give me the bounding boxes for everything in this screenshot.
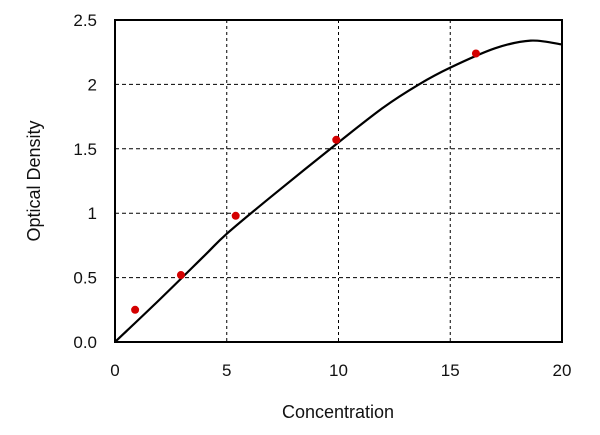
data-points [131, 49, 480, 314]
y-tick-label: 1.5 [73, 140, 97, 159]
data-point [332, 135, 341, 144]
y-tick-label: 2 [88, 75, 97, 94]
y-tick-label: 0.0 [73, 333, 97, 352]
data-point [231, 211, 240, 220]
data-point [131, 305, 140, 314]
x-tick-labels: 0 5 10 15 20 [110, 361, 571, 380]
y-tick-label: 0.5 [73, 269, 97, 288]
x-tick-label: 15 [441, 361, 460, 380]
grid-lines [115, 20, 562, 342]
data-point [471, 49, 480, 58]
x-tick-label: 20 [553, 361, 572, 380]
plot-frame [114, 19, 563, 343]
x-tick-label: 0 [110, 361, 119, 380]
x-tick-label: 10 [329, 361, 348, 380]
x-axis-label: Concentration [282, 402, 394, 422]
fitted-curve [114, 39, 563, 343]
y-axis-label: Optical Density [24, 120, 44, 241]
data-point [176, 271, 185, 280]
fit-line [114, 39, 563, 343]
y-tick-label: 1 [88, 204, 97, 223]
x-tick-label: 5 [222, 361, 231, 380]
y-tick-label: 2.5 [73, 11, 97, 30]
y-tick-labels: 0.0 0.5 1 1.5 2 2.5 [73, 11, 97, 352]
